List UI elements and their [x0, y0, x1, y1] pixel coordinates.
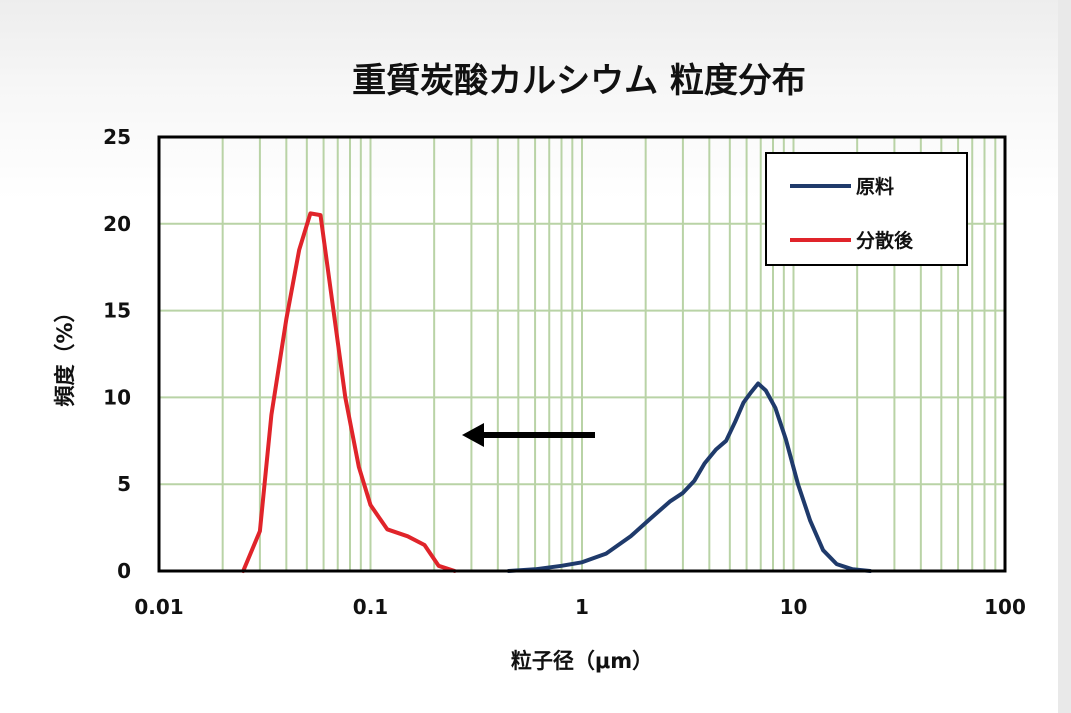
- x-tick-label: 100: [984, 595, 1026, 619]
- y-tick-label: 10: [103, 385, 131, 409]
- x-tick-label: 10: [780, 595, 808, 619]
- series-line-raw: [506, 381, 872, 573]
- y-tick-label: 0: [117, 559, 131, 583]
- y-axis-label: 頻度（%）: [53, 301, 77, 406]
- arrow-head: [462, 423, 484, 447]
- x-axis-label: 粒子径（μm）: [511, 649, 653, 673]
- legend-box: [765, 152, 968, 266]
- series-line-dispersed: [241, 211, 457, 573]
- plot-area-frame: [157, 135, 1007, 573]
- shift-arrow: [462, 423, 595, 447]
- background-strip: [1058, 0, 1071, 713]
- legend-label-dispersed: 分散後: [856, 229, 914, 252]
- legend: 原料 分散後: [765, 152, 968, 266]
- x-tick-label: 0.01: [134, 595, 183, 619]
- legend-label-raw: 原料: [856, 175, 894, 198]
- y-tick-label: 15: [103, 299, 131, 323]
- tick-labels: 0.01 0.1 1 10 100 0 5 10 15 20 25: [103, 125, 1026, 619]
- y-tick-label: 25: [103, 125, 131, 149]
- chart-title: 重質炭酸カルシウム 粒度分布: [352, 61, 806, 101]
- y-tick-label: 20: [103, 212, 131, 236]
- x-tick-label: 1: [575, 595, 589, 619]
- grid: [159, 137, 1005, 571]
- x-tick-label: 0.1: [353, 595, 388, 619]
- y-tick-label: 5: [117, 472, 131, 496]
- series-lines: [241, 211, 872, 573]
